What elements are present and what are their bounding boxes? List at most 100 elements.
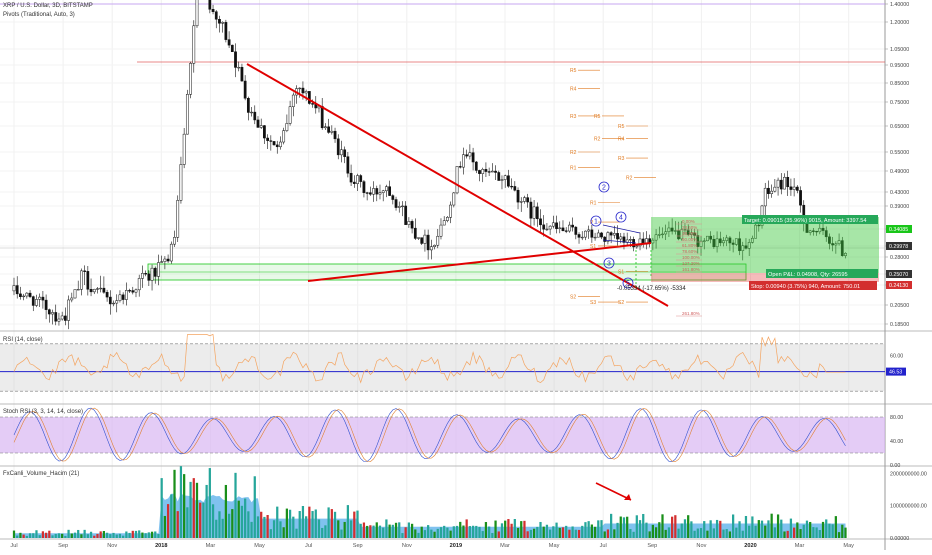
candle-body — [545, 228, 549, 231]
candle-body — [828, 236, 831, 244]
volume-bar — [208, 468, 211, 538]
candle-body — [124, 290, 128, 300]
volume-bar — [831, 524, 834, 538]
volume-bar — [661, 514, 664, 538]
candle-body — [80, 270, 83, 290]
candle-body — [474, 161, 478, 171]
candle-body — [712, 238, 716, 248]
candle-body — [153, 267, 157, 277]
volume-bar — [211, 504, 215, 538]
volume-bar — [269, 529, 272, 538]
candle-body — [83, 270, 87, 272]
candle-body — [60, 315, 64, 320]
candle-body — [185, 94, 189, 135]
candle-body — [22, 295, 26, 298]
time-tick-label: Sep — [353, 543, 363, 549]
volume-bar — [391, 524, 394, 538]
volume-bar — [751, 516, 754, 538]
pivot-label: R3 — [570, 114, 577, 120]
time-tick-label: 2019 — [450, 543, 462, 549]
volume-bar — [12, 530, 16, 538]
candle-body — [718, 238, 722, 244]
candle-body — [593, 236, 597, 239]
volume-bar — [523, 520, 526, 538]
fib-label: 127.20% — [682, 261, 700, 266]
time-tick-label: Jul — [305, 543, 312, 549]
volume-bar — [619, 516, 622, 538]
stoch-tick-label: 80.00 — [890, 415, 903, 421]
volume-bar — [372, 525, 375, 538]
volume-bar — [744, 515, 748, 538]
volume-bar — [16, 535, 19, 538]
volume-bar — [542, 526, 545, 538]
candle-body — [429, 246, 433, 251]
volume-bar — [571, 526, 574, 538]
volume-bar — [324, 525, 327, 538]
volume-bar — [494, 520, 497, 538]
candle-body — [324, 126, 327, 129]
candle-body — [568, 224, 571, 232]
candle-body — [612, 233, 616, 236]
volume-bar — [844, 527, 847, 538]
trade-target-box — [651, 217, 879, 273]
candle-body — [118, 294, 122, 301]
candle-body — [433, 244, 436, 247]
candle-body — [439, 224, 443, 237]
candle-body — [673, 230, 677, 232]
candle-body — [490, 170, 494, 173]
volume-bar — [70, 533, 73, 538]
volume-bar — [327, 507, 330, 538]
volume-bar — [41, 531, 45, 538]
volume-bar — [516, 527, 520, 538]
volume-bar — [809, 521, 812, 538]
volume-bar — [712, 528, 715, 538]
candle-body — [38, 296, 42, 300]
time-tick-label: Nov — [402, 543, 412, 549]
volume-bar — [520, 521, 523, 538]
volume-bar — [321, 527, 324, 538]
rsi-value-label: 46.53 — [889, 370, 902, 376]
chart-title: XRP / U.S. Dollar, 3D, BITSTAMP — [3, 3, 93, 9]
volume-bar — [488, 526, 491, 538]
volume-bar — [667, 527, 671, 538]
candle-body — [484, 169, 488, 172]
volume-bar — [366, 525, 369, 538]
volume-bar — [565, 525, 568, 538]
candle-body — [831, 243, 835, 246]
volume-bar — [417, 532, 420, 538]
candle-body — [603, 236, 607, 242]
stoch-d-line — [13, 407, 846, 463]
wave-label: 4 — [619, 215, 623, 222]
volume-bar — [465, 519, 468, 538]
volume-bar — [189, 481, 192, 538]
volume-bar — [25, 535, 28, 538]
volume-bar — [658, 522, 661, 538]
candle-body — [773, 186, 777, 192]
descending-trendline — [246, 63, 669, 307]
price-tick-label: 0.18500 — [890, 322, 909, 328]
pivot-label: R2 — [594, 136, 601, 142]
volume-bar — [664, 529, 667, 538]
volume-bar — [529, 529, 532, 538]
volume-bar — [439, 527, 443, 538]
volume-bar — [443, 525, 446, 538]
candle-body — [311, 103, 314, 105]
volume-bar — [266, 515, 269, 538]
candle-body — [754, 224, 757, 239]
volume-bar — [282, 527, 285, 538]
candle-body — [192, 25, 196, 64]
stoch-pane-label: Stoch RSI (3, 3, 14, 14, close) — [3, 409, 84, 415]
candle-body — [500, 179, 504, 181]
price-tick-label: 0.75000 — [890, 100, 909, 106]
ascending-trendline — [307, 242, 652, 282]
stoch-band — [0, 417, 885, 453]
volume-bar — [359, 523, 362, 538]
volume-bar — [349, 520, 353, 538]
time-tick-label: May — [254, 543, 265, 549]
volume-bar — [455, 525, 459, 538]
candle-body — [616, 233, 619, 240]
volume-bar — [783, 531, 786, 538]
candle-body — [799, 190, 802, 206]
candle-body — [661, 233, 664, 236]
